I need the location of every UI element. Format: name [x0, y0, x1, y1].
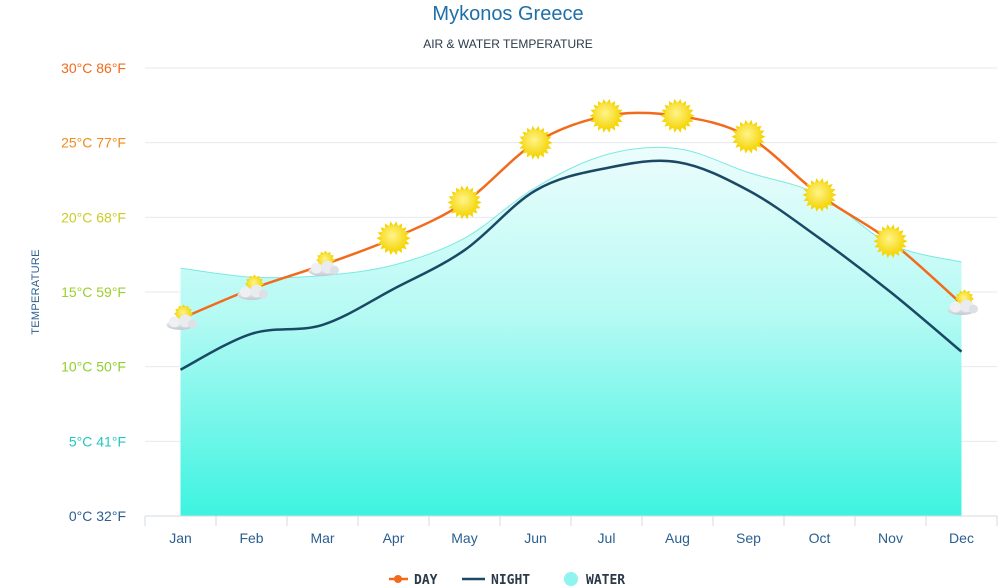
legend-day-label: DAY — [414, 573, 438, 588]
legend-day-marker — [394, 575, 402, 583]
x-tick-label: May — [451, 530, 477, 546]
legend-night-label: NIGHT — [491, 573, 530, 588]
water-area — [180, 147, 962, 516]
sun-icon — [802, 178, 837, 212]
y-tick-label: 10°C 50°F — [61, 359, 126, 375]
y-tick-label: 15°C 59°F — [61, 284, 126, 300]
partly-cloudy-icon — [308, 250, 339, 277]
sun-icon — [731, 119, 766, 154]
legend-item-water[interactable]: WATER — [564, 572, 625, 588]
sun-icon — [447, 185, 482, 220]
x-tick-label: Dec — [949, 530, 974, 546]
partly-cloudy-icon — [237, 274, 268, 301]
x-tick-label: Feb — [239, 530, 263, 546]
legend-water-marker — [564, 572, 578, 586]
y-axis-ticks: 0°C 32°F 5°C 41°F 10°C 50°F 15°C 59°F 20°C 6… — [61, 60, 126, 524]
sun-icon — [376, 221, 411, 256]
y-tick-label: 25°C 77°F — [61, 135, 126, 151]
night-line — [179, 159, 963, 371]
night-series — [179, 159, 963, 371]
partly-cloudy-icon — [947, 289, 978, 315]
partly-cloudy-icon — [166, 304, 197, 330]
x-tick-label: Jan — [169, 530, 192, 546]
y-tick-label: 30°C 86°F — [61, 60, 126, 76]
legend-item-night[interactable]: NIGHT — [462, 573, 530, 588]
y-axis-label: TEMPERATURE — [30, 249, 42, 335]
legend: DAY NIGHT WATER — [389, 572, 625, 588]
y-tick-label: 0°C 32°F — [69, 508, 126, 524]
x-tick-label: Jun — [524, 530, 547, 546]
x-tick-label: Mar — [310, 530, 334, 546]
x-tick-label: Aug — [665, 530, 690, 546]
x-tick-label: Sep — [736, 530, 761, 546]
chart-title: Mykonos Greece — [432, 3, 583, 25]
legend-water-label: WATER — [586, 573, 625, 588]
sun-icon — [873, 224, 908, 259]
sun-icon — [589, 98, 624, 133]
day-series — [166, 98, 978, 330]
legend-item-day[interactable]: DAY — [389, 573, 438, 588]
water-series — [180, 146, 962, 516]
y-tick-label: 20°C 68°F — [61, 209, 126, 225]
x-tick-label: Jul — [598, 530, 616, 546]
x-axis: Jan Feb Mar Apr May Jun Jul Aug Sep Oct Nov Dec — [144, 515, 998, 546]
sun-icon — [660, 98, 695, 133]
sun-icon — [518, 125, 553, 160]
x-tick-label: Apr — [383, 530, 405, 546]
x-tick-label: Oct — [809, 530, 831, 546]
y-tick-label: 5°C 41°F — [69, 433, 126, 449]
chart-subtitle: AIR & WATER TEMPERATURE — [423, 37, 593, 51]
x-tick-label: Nov — [878, 530, 903, 546]
